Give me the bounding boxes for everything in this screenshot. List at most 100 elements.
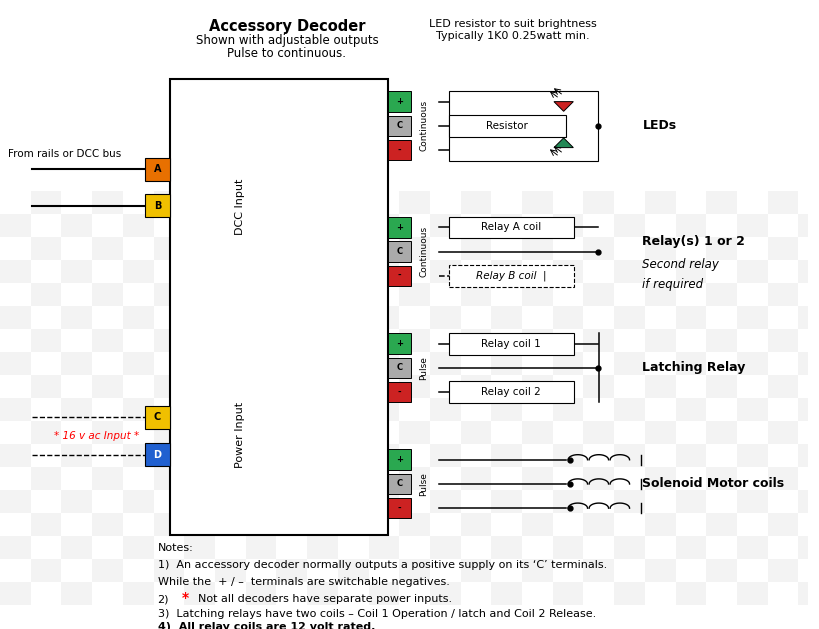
Bar [767,398,798,421]
Bar [399,490,429,513]
Bar [736,536,767,559]
Bar [429,536,460,559]
Bar [429,467,460,490]
Bar [0,306,30,329]
Bar [675,306,705,329]
Bar [246,467,276,490]
Bar [387,382,410,403]
Bar [0,214,30,237]
Bar [0,444,30,467]
Bar [246,444,276,467]
Bar [736,582,767,605]
Bar [675,490,705,513]
Bar [246,260,276,283]
Bar [368,490,399,513]
Bar [522,536,552,559]
Bar [736,329,767,352]
Bar [153,398,184,421]
Text: C: C [396,364,402,372]
Bar [767,237,798,260]
Bar [767,352,798,375]
Bar [613,214,644,237]
Polygon shape [554,138,572,148]
Bar [276,283,307,306]
Bar [399,536,429,559]
Bar [644,283,675,306]
Bar [153,352,184,375]
Bar [522,214,552,237]
Bar [0,352,30,375]
Bar [460,306,491,329]
Bar [552,536,583,559]
Text: Power Input: Power Input [234,402,244,468]
Text: Accessory Decoder: Accessory Decoder [208,19,364,35]
Bar [798,513,819,536]
Bar [798,582,819,605]
Bar [613,283,644,306]
Bar [736,283,767,306]
Bar [276,352,307,375]
Bar [337,329,368,352]
Bar [767,421,798,444]
Bar [552,467,583,490]
Bar [613,375,644,398]
Bar [368,582,399,605]
Bar [736,352,767,375]
Bar [30,559,61,582]
Bar [798,375,819,398]
Bar [307,398,337,421]
Text: -: - [397,387,400,396]
Bar [123,398,153,421]
Bar [736,467,767,490]
Bar [246,490,276,513]
Bar [399,375,429,398]
Bar [705,467,736,490]
Text: B: B [154,201,161,211]
Bar [399,352,429,375]
Bar [460,260,491,283]
Bar [399,237,429,260]
Bar [767,260,798,283]
Bar [276,214,307,237]
Bar [337,375,368,398]
Bar [246,559,276,582]
Bar [337,467,368,490]
Bar [153,237,184,260]
Bar [0,421,30,444]
Bar [583,398,613,421]
Bar [337,398,368,421]
Text: Resistor: Resistor [486,121,527,131]
Bar [307,260,337,283]
Bar [705,398,736,421]
Bar [552,421,583,444]
Bar [613,352,644,375]
Bar [307,536,337,559]
Bar [387,498,410,518]
Bar [184,352,215,375]
Bar [368,214,399,237]
Bar [246,398,276,421]
Bar [215,306,246,329]
Bar [30,214,61,237]
Bar [583,421,613,444]
Text: Pulse: Pulse [419,356,428,380]
Bar [215,559,246,582]
Bar [307,283,337,306]
Bar [736,444,767,467]
Bar [767,490,798,513]
Bar [644,444,675,467]
Bar [123,306,153,329]
Text: Relay coil 2: Relay coil 2 [481,387,541,397]
Bar [491,582,522,605]
Bar [61,306,92,329]
Bar [184,237,215,260]
Bar [798,490,819,513]
Text: +: + [396,97,402,106]
Text: 3)  Latching relays have two coils – Coil 1 Operation / latch and Coil 2 Release: 3) Latching relays have two coils – Coil… [157,609,595,618]
Bar [583,467,613,490]
Bar [448,381,573,403]
Bar [153,283,184,306]
Bar [767,306,798,329]
Bar [798,260,819,283]
Bar [307,352,337,375]
